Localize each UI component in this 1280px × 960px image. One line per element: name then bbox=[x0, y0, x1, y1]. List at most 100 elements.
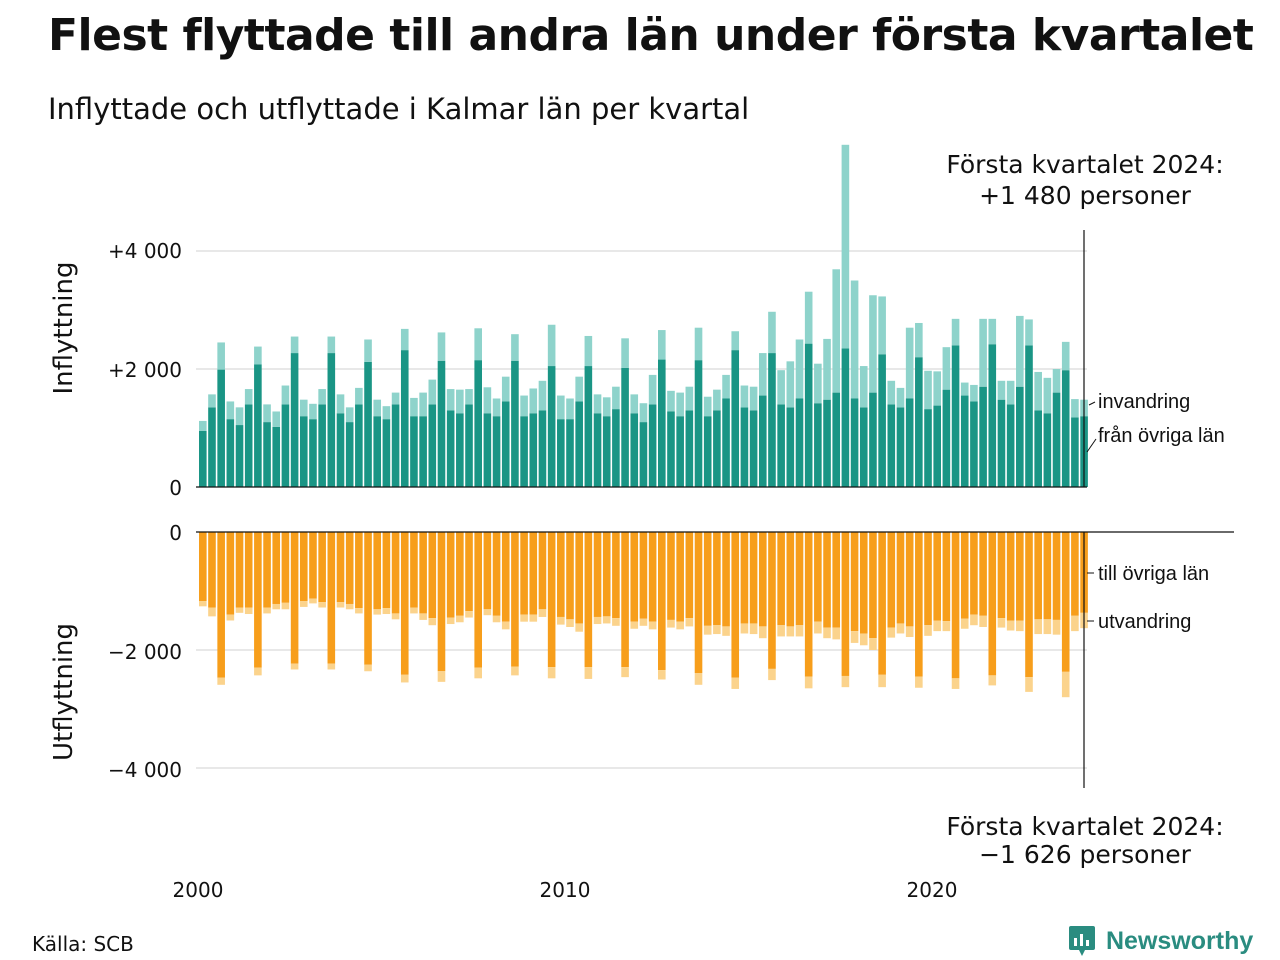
bar-outflow-domestic bbox=[850, 532, 859, 632]
bar-inflow-domestic bbox=[483, 413, 492, 487]
bar-outflow-emigration bbox=[244, 607, 253, 615]
bar-outflow-emigration bbox=[547, 667, 556, 679]
bar-outflow-emigration bbox=[419, 613, 427, 620]
bar-outflow-emigration bbox=[850, 631, 859, 643]
label-fran-ovriga-lan: från övriga län bbox=[1098, 425, 1225, 447]
bar-outflow-emigration bbox=[1006, 620, 1015, 631]
bar-inflow-domestic bbox=[1052, 392, 1061, 487]
bar-outflow-emigration bbox=[795, 625, 804, 637]
bar-outflow-emigration bbox=[520, 614, 528, 622]
bar-outflow-domestic bbox=[896, 532, 905, 624]
bar-inflow-immigration bbox=[1052, 369, 1061, 393]
bar-outflow-domestic bbox=[557, 532, 565, 617]
bar-inflow-domestic bbox=[254, 364, 262, 487]
bar-outflow-emigration bbox=[740, 623, 749, 634]
grid-bottom bbox=[196, 649, 1087, 769]
bar-outflow-emigration bbox=[896, 623, 905, 634]
bar-outflow-domestic bbox=[263, 532, 271, 608]
bar-inflow-immigration bbox=[832, 269, 841, 393]
bar-inflow-domestic bbox=[529, 413, 538, 487]
bar-outflow-domestic bbox=[915, 532, 923, 677]
bar-inflow-immigration bbox=[208, 394, 216, 408]
bar-outflow-emigration bbox=[924, 625, 932, 636]
bar-outflow-domestic bbox=[456, 532, 464, 616]
bar-outflow-domestic bbox=[492, 532, 501, 616]
bar-inflow-immigration bbox=[869, 295, 877, 393]
bar-inflow-domestic bbox=[924, 409, 932, 487]
bar-outflow-emigration bbox=[814, 621, 822, 634]
bar-inflow-domestic bbox=[465, 404, 473, 487]
bar-inflow-domestic bbox=[1043, 413, 1052, 487]
bar-inflow-immigration bbox=[988, 318, 997, 345]
bar-inflow-immigration bbox=[850, 280, 859, 399]
bar-outflow-domestic bbox=[988, 532, 997, 676]
bar-inflow-immigration bbox=[896, 387, 905, 408]
bar-outflow-domestic bbox=[676, 532, 684, 622]
ytick-bottom-4000: −4 000 bbox=[108, 758, 182, 782]
bar-outflow-emigration bbox=[612, 618, 620, 626]
inflow-bars bbox=[199, 144, 1088, 487]
bar-outflow-emigration bbox=[272, 603, 281, 610]
bar-inflow-domestic bbox=[492, 416, 501, 487]
bar-inflow-domestic bbox=[575, 401, 583, 487]
outflow-bars bbox=[199, 532, 1088, 698]
bar-inflow-domestic bbox=[419, 416, 427, 487]
bar-outflow-emigration bbox=[299, 601, 308, 607]
bar-outflow-domestic bbox=[740, 532, 749, 624]
bar-outflow-emigration bbox=[960, 618, 969, 629]
bar-outflow-emigration bbox=[648, 621, 657, 630]
bar-outflow-emigration bbox=[511, 666, 519, 676]
bar-outflow-emigration bbox=[887, 627, 896, 638]
bar-inflow-domestic bbox=[758, 395, 767, 487]
bar-outflow-domestic bbox=[997, 532, 1006, 619]
label-pointer-fran-ovriga bbox=[1086, 438, 1097, 453]
bar-inflow-domestic bbox=[951, 345, 960, 487]
bar-inflow-immigration bbox=[217, 342, 225, 370]
bar-outflow-domestic bbox=[244, 532, 253, 608]
bar-inflow-domestic bbox=[859, 407, 868, 487]
bar-outflow-emigration bbox=[410, 607, 418, 614]
bar-outflow-domestic bbox=[281, 532, 290, 603]
bar-inflow-immigration bbox=[584, 335, 593, 367]
label-utvandring: utvandring bbox=[1098, 611, 1191, 633]
bar-outflow-domestic bbox=[667, 532, 675, 620]
bar-inflow-domestic bbox=[722, 398, 730, 487]
bar-inflow-domestic bbox=[694, 360, 703, 487]
bar-outflow-domestic bbox=[612, 532, 620, 619]
bar-outflow-domestic bbox=[869, 532, 877, 639]
bar-outflow-domestic bbox=[970, 532, 978, 615]
bar-inflow-domestic bbox=[1061, 370, 1070, 487]
bar-inflow-domestic bbox=[391, 404, 400, 487]
xtick-2020: 2020 bbox=[907, 878, 958, 902]
bar-outflow-emigration bbox=[1061, 671, 1070, 698]
bar-outflow-emigration bbox=[391, 613, 400, 620]
bar-outflow-domestic bbox=[446, 532, 455, 618]
bar-inflow-immigration bbox=[474, 328, 482, 361]
bar-outflow-emigration bbox=[290, 663, 299, 670]
bar-inflow-domestic bbox=[621, 367, 629, 487]
bar-inflow-domestic bbox=[1016, 386, 1024, 487]
bar-outflow-emigration bbox=[823, 627, 831, 639]
ylabel-top: Inflyttning bbox=[49, 262, 79, 395]
bar-outflow-domestic bbox=[254, 532, 262, 668]
bar-outflow-domestic bbox=[722, 532, 730, 627]
bar-outflow-emigration bbox=[465, 611, 473, 618]
bar-outflow-domestic bbox=[299, 532, 308, 602]
bar-outflow-domestic bbox=[465, 532, 473, 612]
bar-inflow-immigration bbox=[529, 388, 538, 414]
bar-outflow-domestic bbox=[419, 532, 427, 614]
bar-outflow-domestic bbox=[593, 532, 602, 617]
bar-outflow-domestic bbox=[942, 532, 951, 622]
bar-inflow-immigration bbox=[1034, 371, 1042, 411]
chart-subtitle: Inflyttade och utflyttade i Kalmar län p… bbox=[48, 92, 750, 126]
bar-inflow-domestic bbox=[823, 399, 831, 487]
bar-inflow-immigration bbox=[740, 385, 749, 408]
bar-outflow-domestic bbox=[1034, 532, 1042, 620]
bar-inflow-domestic bbox=[988, 344, 997, 487]
grid-top bbox=[196, 250, 1087, 370]
bar-inflow-domestic bbox=[850, 398, 859, 487]
bar-inflow-domestic bbox=[281, 404, 290, 487]
bar-outflow-domestic bbox=[373, 532, 382, 610]
bar-inflow-immigration bbox=[538, 380, 547, 411]
bar-outflow-domestic bbox=[768, 532, 776, 669]
